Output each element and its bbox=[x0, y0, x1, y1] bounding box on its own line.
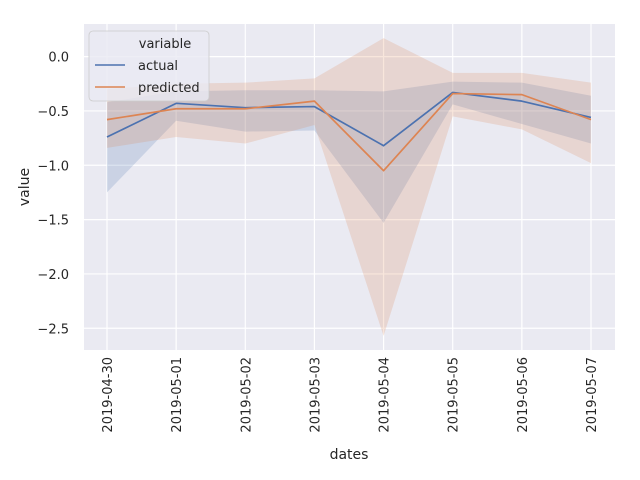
legend-label-predicted: predicted bbox=[138, 81, 200, 96]
y-tick-label: −2.5 bbox=[37, 322, 69, 337]
legend: variable actual predicted bbox=[88, 30, 210, 102]
y-tick-label: −2.0 bbox=[37, 268, 69, 283]
x-tick-label: 2019-04-30 bbox=[101, 357, 116, 433]
y-axis-label: value bbox=[17, 168, 33, 206]
y-tick-label: −0.5 bbox=[37, 105, 69, 120]
series-line-actual bbox=[106, 91, 592, 147]
confidence-bands bbox=[107, 38, 591, 336]
y-tick-label: −1.0 bbox=[37, 159, 69, 174]
series-line-predicted bbox=[106, 92, 592, 172]
x-tick-label: 2019-05-01 bbox=[170, 357, 185, 433]
ci-band-predicted bbox=[107, 38, 591, 336]
ci-band-actual bbox=[107, 81, 591, 223]
legend-box bbox=[88, 30, 210, 102]
x-tick-labels: 2019-04-30 2019-05-01 2019-05-02 2019-05-03… bbox=[101, 357, 600, 433]
y-tick-label: −1.5 bbox=[37, 214, 69, 229]
legend-label-actual: actual bbox=[138, 59, 178, 74]
x-tick-label: 2019-05-02 bbox=[239, 357, 254, 433]
x-tick-label: 2019-05-07 bbox=[585, 357, 600, 433]
x-tick-label: 2019-05-05 bbox=[447, 357, 462, 433]
legend-title: variable bbox=[139, 37, 191, 52]
x-tick-label: 2019-05-03 bbox=[308, 357, 323, 433]
series-lines bbox=[106, 91, 592, 172]
y-tick-label: 0.0 bbox=[48, 51, 69, 66]
x-axis-label: dates bbox=[330, 447, 369, 463]
y-tick-labels: 0.0 −0.5 −1.0 −1.5 −2.0 −2.5 bbox=[37, 51, 69, 338]
x-tick-label: 2019-05-06 bbox=[516, 357, 531, 433]
x-tick-label: 2019-05-04 bbox=[378, 357, 393, 433]
